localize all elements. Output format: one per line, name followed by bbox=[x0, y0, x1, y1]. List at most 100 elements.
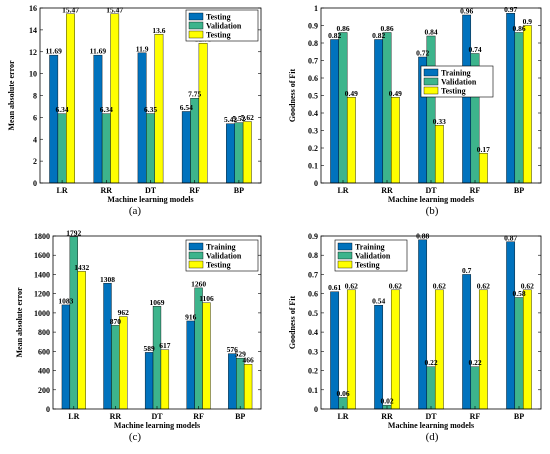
bar-lr-series-1 bbox=[330, 39, 340, 184]
bar-lr-series-3 bbox=[66, 13, 75, 184]
y-tick-label: 0.9 bbox=[308, 232, 318, 241]
data-label: 0.22 bbox=[468, 358, 481, 367]
data-label: 589 bbox=[143, 344, 155, 353]
x-tick-label: DT bbox=[425, 186, 437, 195]
legend-entry: Training bbox=[441, 69, 471, 78]
data-label: 0.02 bbox=[380, 397, 393, 406]
x-tick-label: RF bbox=[189, 186, 200, 195]
y-tick-label: 2 bbox=[33, 157, 37, 166]
y-tick-label: 0.5 bbox=[308, 92, 318, 101]
data-label: 5.42 bbox=[224, 115, 237, 124]
bar-dt-series-1 bbox=[144, 352, 154, 410]
data-label: 0.82 bbox=[328, 31, 341, 40]
data-label: 0.86 bbox=[336, 24, 349, 33]
bar-bp-series-3 bbox=[522, 289, 532, 410]
legend-swatch bbox=[188, 30, 204, 39]
legend-swatch bbox=[188, 21, 204, 30]
data-label: 6.54 bbox=[180, 103, 193, 112]
y-tick-label: 0.9 bbox=[308, 22, 318, 31]
y-tick-label: 16 bbox=[29, 4, 37, 13]
bar-bp-series-1 bbox=[506, 241, 516, 410]
y-tick-label: 0.1 bbox=[308, 386, 318, 395]
bar-lr-series-1 bbox=[61, 304, 71, 410]
data-label: 15.47 bbox=[106, 5, 123, 14]
legend-entry: Training bbox=[355, 243, 385, 252]
y-tick-label: 0.3 bbox=[308, 127, 318, 136]
bar-dt-series-1 bbox=[418, 239, 428, 410]
data-label: 1106 bbox=[199, 294, 214, 303]
y-tick-label: 0.6 bbox=[308, 290, 318, 299]
y-tick-label: 0 bbox=[314, 405, 318, 414]
x-tick-label: BP bbox=[234, 186, 244, 195]
bar-bp-series-2 bbox=[514, 297, 524, 410]
bar-lr-series-3 bbox=[346, 97, 356, 184]
x-tick-label: LR bbox=[57, 186, 68, 195]
bar-bp-series-3 bbox=[522, 25, 532, 184]
chart-panel-3: 1083 1308 589 916 576 1792 870 1069 1260 529 1432 9… bbox=[15, 228, 262, 443]
bar-rf-series-3 bbox=[198, 43, 208, 184]
bar-dt-series-1 bbox=[137, 52, 147, 184]
bar-rf-series-3 bbox=[478, 289, 488, 410]
data-label: 6.34 bbox=[56, 105, 69, 114]
data-label: 15.47 bbox=[62, 5, 79, 14]
bar-rr-series-3 bbox=[110, 13, 120, 184]
bar-bp-series-2 bbox=[234, 122, 244, 184]
x-tick-label: RR bbox=[101, 186, 113, 195]
y-tick-label: 1800 bbox=[34, 232, 50, 241]
bar-rf-series-3 bbox=[478, 153, 488, 184]
panel-caption: (b) bbox=[426, 205, 439, 217]
y-tick-label: 0.7 bbox=[308, 270, 318, 279]
legend-swatch bbox=[423, 77, 439, 86]
x-tick-label: RF bbox=[470, 412, 481, 421]
data-label: 11.69 bbox=[45, 47, 62, 56]
data-label: 5.62 bbox=[241, 113, 254, 122]
y-tick-label: 0.8 bbox=[308, 39, 318, 48]
legend-entry: Training bbox=[206, 243, 236, 252]
bar-rf-series-3 bbox=[202, 302, 211, 410]
data-label: 0.96 bbox=[460, 7, 473, 16]
y-axis-label: Mean absolute error bbox=[7, 60, 16, 131]
x-axis-label: Machine learning models bbox=[107, 195, 193, 204]
y-tick-label: 0 bbox=[33, 179, 37, 188]
x-tick-label: BP bbox=[514, 412, 524, 421]
bar-dt-series-2 bbox=[146, 113, 155, 184]
y-tick-label: 0.3 bbox=[308, 347, 318, 356]
data-label: 1432 bbox=[74, 263, 89, 272]
data-label: 0.9 bbox=[523, 17, 533, 26]
y-tick-label: 10 bbox=[29, 70, 37, 79]
bar-rr-series-2 bbox=[111, 325, 120, 410]
x-tick-label: LR bbox=[337, 186, 348, 195]
data-label: 0.54 bbox=[372, 297, 385, 306]
legend-entry: Testing bbox=[206, 13, 231, 22]
data-label: 0.7 bbox=[462, 266, 472, 275]
y-tick-label: 6 bbox=[33, 113, 37, 122]
x-tick-label: BP bbox=[235, 412, 245, 421]
legend-entry: Validation bbox=[206, 252, 242, 261]
legend-swatch bbox=[337, 251, 353, 260]
x-tick-label: BP bbox=[514, 186, 524, 195]
y-tick-label: 1200 bbox=[34, 290, 50, 299]
bar-rr-series-3 bbox=[390, 289, 400, 410]
data-label: 0.62 bbox=[433, 281, 446, 290]
y-tick-label: 1400 bbox=[34, 270, 50, 279]
legend-entry: Testing bbox=[355, 261, 380, 270]
x-tick-label: RR bbox=[381, 412, 393, 421]
bar-rr-series-2 bbox=[382, 32, 392, 184]
bar-rr-series-1 bbox=[374, 305, 384, 410]
x-tick-label: RR bbox=[110, 412, 122, 421]
x-tick-label: LR bbox=[337, 412, 348, 421]
data-label: 0.72 bbox=[416, 49, 429, 58]
data-label: 0.61 bbox=[328, 283, 341, 292]
y-axis-label: Goodness of Fit bbox=[288, 69, 297, 123]
y-tick-label: 12 bbox=[29, 48, 37, 57]
bar-lr-series-2 bbox=[338, 32, 348, 184]
bar-bp-series-1 bbox=[506, 13, 516, 184]
data-label: 466 bbox=[242, 356, 254, 365]
bar-bp-series-2 bbox=[236, 357, 245, 410]
bar-lr-series-2 bbox=[57, 113, 67, 184]
